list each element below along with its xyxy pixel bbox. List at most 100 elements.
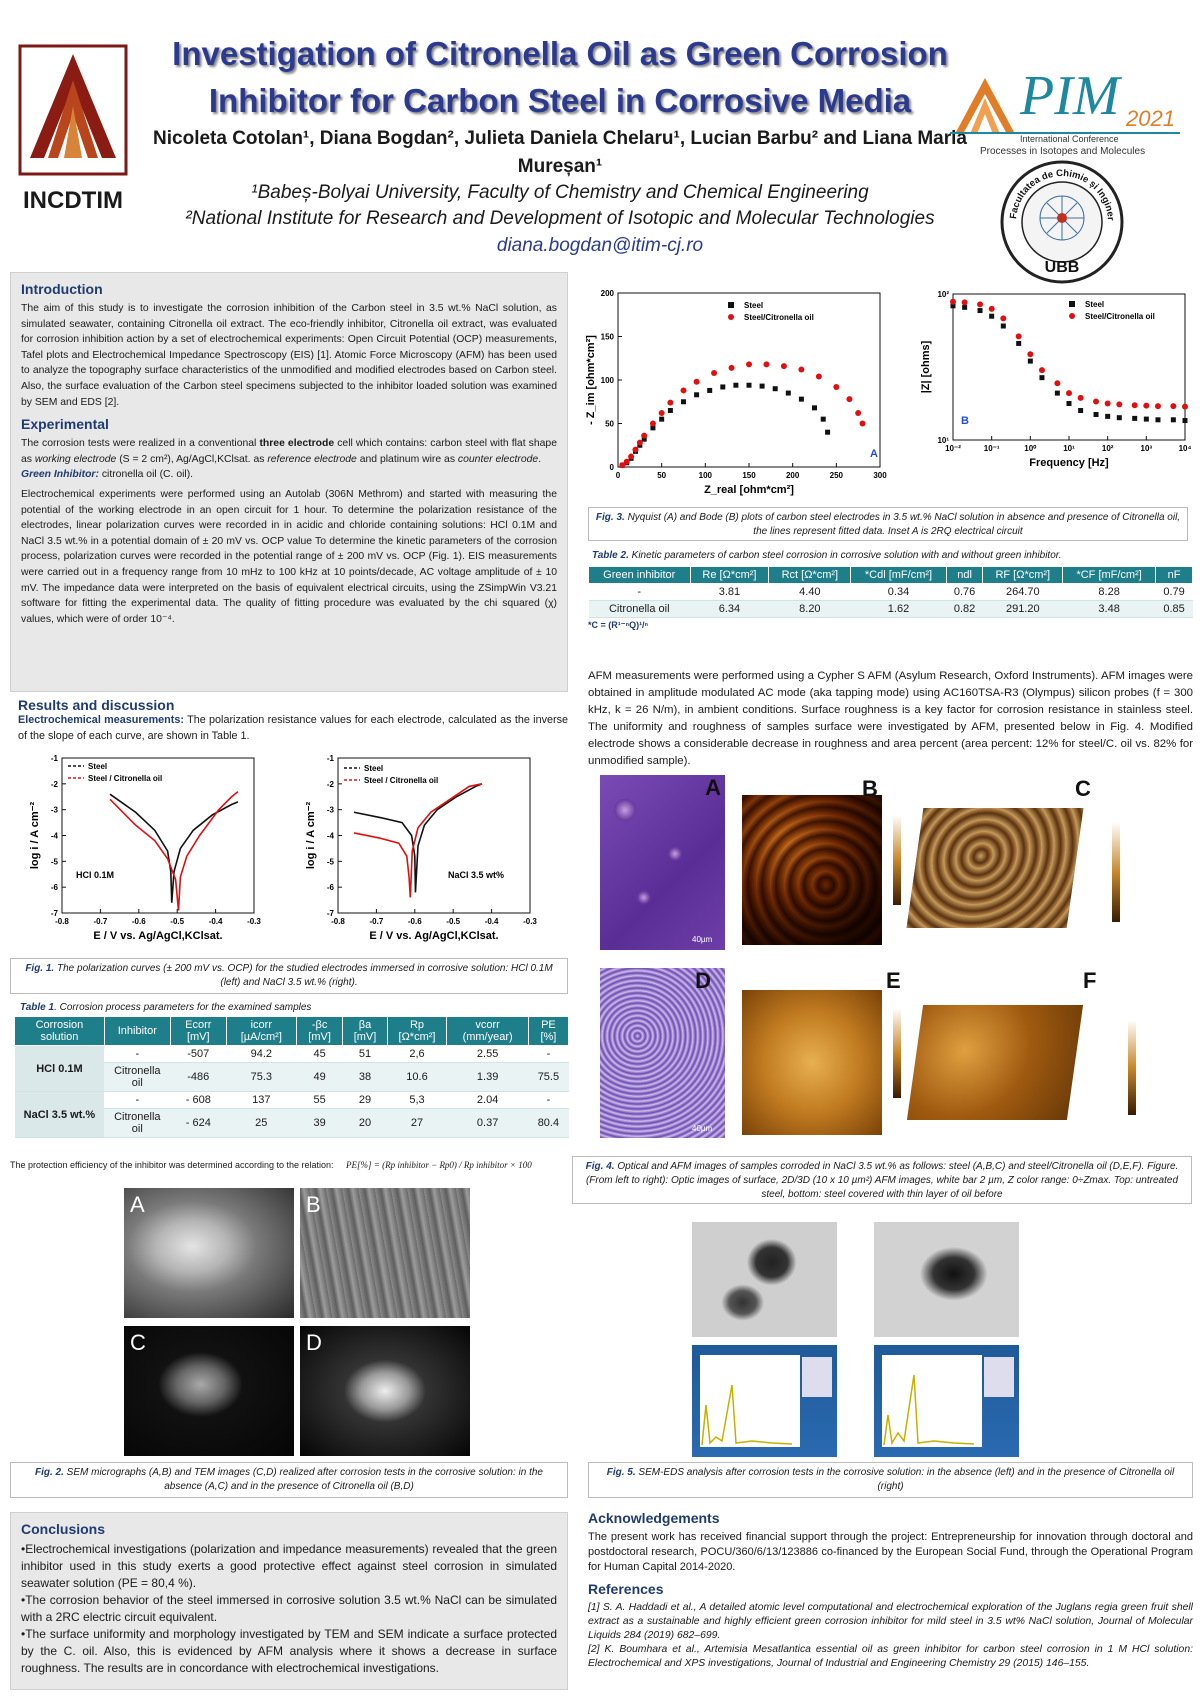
x-tick-label: -0.8 [55,917,69,926]
logo-ubb: Facultatea de Chimie și Inginerie Chimic… [996,152,1125,285]
chart-annotation: HCl 0.1M [76,870,114,880]
table-cell: 264.70 [982,583,1063,601]
authors: Nicoleta Cotolan¹, Diana Bogdan², Juliet… [153,128,967,177]
afm-2d-image-e [742,990,882,1135]
table-cell: 291.20 [982,600,1063,618]
table-cell: 80.4 [528,1108,569,1138]
legend-label: Steel [744,301,763,310]
table-cell: HCl 0.1M [14,1045,105,1092]
nyquist-chart: 0 50 100 150 200 250 300 0 50 100 150 200 Z_real [oh… [580,285,890,505]
fig2-caption: Fig. 2. SEM micrographs (A,B) and TEM im… [35,1467,543,1492]
table-header-cell: vcorr (mm/year) [446,1016,529,1046]
results-text: Electrochemical measurements: The polari… [18,714,568,742]
pe-relation: The protection efficiency of the inhibit… [10,1160,570,1170]
data-point-citronella [641,432,648,439]
x-tick-label: -0.5 [170,917,184,926]
x-tick-label: -0.4 [485,917,499,926]
data-point-steel [1000,323,1006,329]
data-point-steel [1066,400,1072,406]
data-point-citronella [763,361,770,368]
afm-3d-image-f [906,1005,1084,1120]
data-point-steel [1016,340,1022,346]
y-axis-label: |Z| [ohms] [920,340,932,393]
data-point-steel [798,396,804,402]
table-row: -3.81 4.40 0.34 0.76 264.70 8.28 0.79 [588,583,1193,601]
data-point-citronella [1154,403,1161,410]
data-point-citronella [988,305,995,312]
table-cell: 94.2 [226,1045,297,1063]
table-header-cell: PE [%] [527,1016,570,1046]
afm-label-e: E [886,968,901,993]
fig1-caption-box: Fig. 1. The polarization curves (± 200 m… [10,958,568,994]
data-point-steel [1132,415,1138,421]
polarization-nacl-svg: -0.8 -0.7 -0.6 -0.5 -0.4 -0.3 -1 -2 -3 -4 -5 -6 -7 E … [305,754,537,942]
tem-label-d: D [306,1330,322,1355]
table-cell: - 608 [170,1091,227,1109]
table-cell: - [104,1045,171,1063]
y-tick-label: -5 [51,857,59,866]
data-point-citronella [619,462,626,469]
data-point-steel [1182,418,1188,424]
introduction-heading: Introduction [21,281,103,297]
data-point-citronella [680,387,687,394]
table1-wrapper: Corrosion solution Inhibitor Ecorr [mV] ico… [14,1016,570,1138]
data-point-steel [785,390,791,396]
contact-email[interactable]: diana.bogdan@itim-cj.ro [496,235,704,256]
data-point-citronella [855,410,862,417]
afm-colorbar-f [1128,1020,1136,1115]
data-point-citronella [649,420,656,427]
tem-image-d: D [300,1326,470,1456]
pim-year-text: 2021 [1126,106,1175,131]
data-point-steel [1078,408,1084,414]
y-tick-label: 10¹ [937,436,949,445]
x-tick-label: 10² [1102,444,1114,453]
table-header-cell: *CF [mF/cm²] [1062,566,1157,584]
results-section: Results and discussion Electrochemical m… [18,697,568,744]
table-cell: 2.04 [446,1091,529,1109]
legend-swatch [1069,313,1075,319]
table-cell: 3.48 [1062,600,1156,618]
tem-label-c: C [130,1330,146,1355]
data-point-steel [759,383,765,389]
fig5-caption: Fig. 5. SEM-EDS analysis after corrosion… [606,1467,1175,1492]
data-point-citronella [728,364,735,371]
sem-label-b: B [306,1192,321,1217]
data-point-citronella [1000,315,1007,322]
y-tick-label: -2 [327,780,335,789]
table2-caption: Table 2. Kinetic parameters of carbon st… [592,550,1062,561]
table-header-cell: nF [1155,566,1193,584]
data-point-citronella [1027,351,1034,358]
data-point-steel [1039,375,1045,381]
legend-label: Steel / Citronella oil [364,776,438,785]
afm-3d-image-c [906,808,1084,928]
table-cell: 51 [342,1045,388,1063]
table-cell: 29 [342,1091,388,1109]
pim-sub2: Processes in Isotopes and Molecules [980,146,1146,157]
introduction-text: The aim of this study is to investigate … [21,303,557,408]
data-point-citronella [1093,398,1100,405]
table-cell: 49 [296,1062,343,1092]
x-tick-label: 10³ [1141,444,1153,453]
data-point-steel [825,429,831,435]
afm-label-b: B [862,776,878,801]
table-header-cell: Inhibitor [103,1016,171,1046]
series-line-steel [353,783,483,893]
data-point-steel [812,405,817,411]
table-cell: 0.76 [946,583,983,601]
data-point-steel [772,386,778,392]
table-cell: 3.81 [690,583,769,601]
afm-label-d: D [695,968,711,993]
data-point-steel [1143,416,1149,422]
data-point-citronella [1015,333,1022,340]
table-cell: 38 [342,1062,388,1092]
fig2-caption-box: Fig. 2. SEM micrographs (A,B) and TEM im… [10,1462,568,1498]
data-point-citronella [1182,403,1188,410]
tem-image-c: C [124,1326,294,1456]
table-cell: - [588,583,691,601]
y-tick-label: -6 [327,883,335,892]
sem-image-b: B [300,1188,470,1318]
data-point-steel [820,416,826,422]
table-cell: 75.3 [226,1062,297,1092]
y-tick-label: 10² [937,290,949,299]
table-header-cell: Green inhibitor [588,566,691,584]
